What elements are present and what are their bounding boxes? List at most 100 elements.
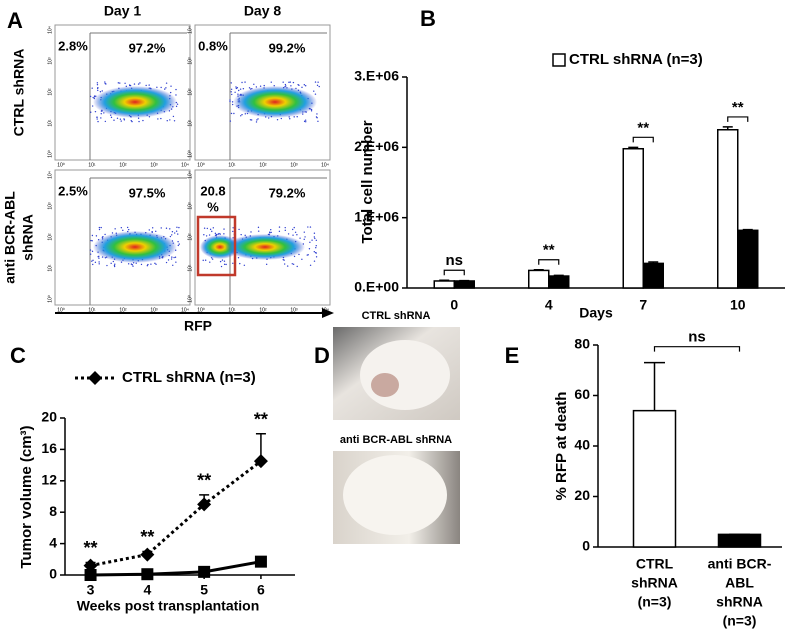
event-dot: [89, 249, 92, 251]
event-dot: [237, 256, 240, 259]
event-dot: [98, 226, 101, 229]
event-dot: [288, 81, 290, 84]
event-dot: [229, 99, 231, 101]
legend-label: CTRL shRNA (n=3): [122, 369, 256, 386]
row-label: anti BCR-ABL: [2, 191, 18, 284]
flow-tick-label: 10³: [187, 57, 193, 65]
event-dot: [283, 263, 286, 265]
event-dot: [96, 84, 99, 86]
event-dot: [176, 226, 178, 229]
event-dot: [284, 229, 286, 232]
photo-detail: [360, 340, 450, 410]
event-dot: [230, 82, 232, 84]
event-dot: [313, 232, 316, 234]
x-tick-label: 7: [639, 297, 647, 313]
event-dot: [91, 234, 94, 237]
y-tick-label: 0: [582, 538, 590, 554]
event-dot: [167, 259, 170, 261]
y-tick-label: 80: [574, 336, 590, 352]
row-label: CTRL shRNA: [11, 49, 27, 137]
event-dot: [313, 260, 316, 262]
x-tick-label: 5: [200, 582, 208, 598]
photo-detail: [343, 455, 447, 535]
bar: [528, 269, 550, 289]
flow-tick-label: 10¹: [47, 264, 53, 272]
flow-tick-label: 10⁰: [57, 307, 65, 313]
flow-tick-label: 10⁴: [187, 26, 193, 34]
error-bar: [553, 274, 564, 277]
event-dot: [303, 120, 306, 123]
event-dot: [296, 234, 298, 236]
error-bar: [722, 126, 733, 130]
flow-tick-label: 10⁴: [181, 307, 189, 313]
marker: [253, 454, 268, 469]
event-dot: [249, 119, 252, 121]
event-dot: [304, 119, 307, 121]
event-dot: [113, 265, 116, 268]
event-dot: [223, 233, 225, 235]
gate-percent: 2.8%: [58, 38, 88, 53]
event-dot: [255, 121, 258, 123]
event-dot: [212, 227, 215, 229]
event-dot: [299, 237, 301, 239]
event-dot: [315, 239, 318, 242]
panel-label: B: [420, 6, 436, 31]
bar: [717, 533, 762, 548]
flow-tick-label: 10²: [119, 307, 127, 313]
event-dot: [166, 120, 168, 122]
legend-swatch: [552, 53, 566, 67]
bar: [433, 280, 455, 289]
significance-bracket: [653, 346, 741, 352]
event-dot: [104, 233, 106, 236]
event-dot: [111, 232, 114, 234]
event-dot: [291, 228, 294, 231]
event-dot: [114, 228, 116, 230]
event-dot: [90, 239, 92, 242]
y-tick-label: 0.E+00: [354, 279, 399, 295]
series-line: [90, 459, 262, 568]
event-dot: [242, 87, 245, 90]
event-dot: [256, 119, 258, 121]
flow-tick-label: 10⁰: [197, 307, 205, 313]
event-dot: [232, 230, 234, 233]
flow-tick-label: 10¹: [228, 307, 236, 313]
event-dot: [250, 231, 252, 233]
event-dot: [171, 230, 174, 233]
event-dot: [97, 86, 99, 89]
y-tick-label: 2.E+06: [354, 138, 399, 154]
event-dot: [177, 233, 179, 235]
x-tick-label: (n=3): [638, 594, 672, 610]
event-dot: [230, 112, 233, 115]
event-dot: [294, 231, 297, 233]
y-tick-label: 20: [41, 409, 57, 425]
event-dot: [301, 258, 303, 260]
x-tick-label: (n=3): [723, 613, 757, 629]
event-dot: [214, 232, 217, 235]
event-dot: [278, 226, 281, 228]
panel-label: A: [7, 8, 23, 33]
event-dot: [148, 229, 150, 231]
event-dot: [220, 265, 223, 268]
event-dot: [100, 113, 102, 115]
bar: [642, 262, 664, 289]
event-dot: [284, 226, 286, 229]
event-dot: [232, 262, 234, 264]
error-bar: [644, 361, 665, 411]
event-dot: [122, 229, 124, 232]
event-dot: [123, 118, 125, 120]
event-dot: [93, 95, 96, 97]
event-dot: [151, 227, 154, 229]
significance-label: **: [197, 471, 211, 491]
event-dot: [298, 253, 300, 256]
flow-tick-label: 10³: [187, 202, 193, 210]
marker: [84, 569, 97, 581]
event-dot: [313, 90, 315, 92]
event-dot: [293, 226, 295, 229]
y-tick-label: 0: [49, 566, 57, 582]
legend-label: CTRL shRNA (n=3): [569, 51, 703, 68]
event-dot: [113, 119, 115, 121]
event-dot: [240, 115, 242, 117]
event-dot: [98, 257, 100, 259]
event-dot: [133, 83, 136, 85]
event-dot: [223, 260, 226, 262]
